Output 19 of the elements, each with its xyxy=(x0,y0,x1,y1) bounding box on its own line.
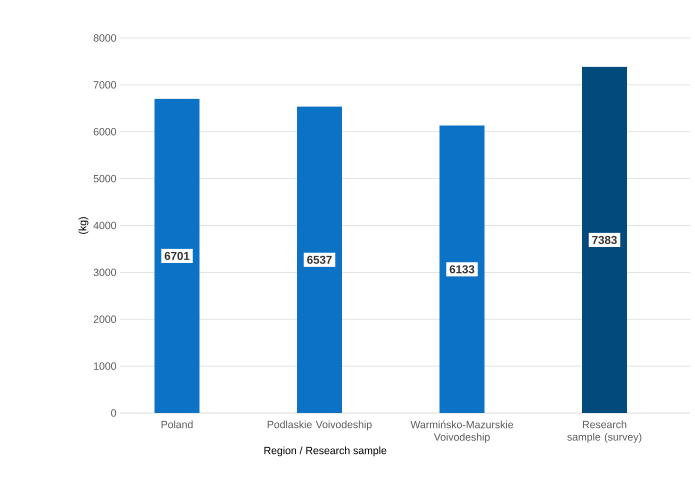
y-tick-label: 3000 xyxy=(94,268,116,276)
y-tick-label: 8000 xyxy=(94,34,116,42)
x-axis-title: Region / Research sample xyxy=(264,446,386,456)
x-tick-label: Warmińsko-Mazurskie Voivodeship xyxy=(410,420,514,443)
x-tick-label: Poland xyxy=(162,420,193,428)
data-label: 7383 xyxy=(592,236,617,244)
y-tick-label: 0 xyxy=(111,409,116,417)
y-tick-label: 5000 xyxy=(94,174,116,182)
data-label: 6537 xyxy=(307,256,332,264)
y-tick-label: 1000 xyxy=(94,362,116,370)
data-label: 6701 xyxy=(164,252,190,260)
y-tick-label: 6000 xyxy=(94,128,116,136)
data-label: 6133 xyxy=(450,265,474,274)
y-axis-title: (kg) xyxy=(78,217,88,234)
x-tick-label: Research sample (survey) xyxy=(567,420,642,443)
x-tick-label: Podlaskie Voivodeship xyxy=(268,420,372,430)
y-tick-label: 4000 xyxy=(93,222,116,230)
y-tick-label: 2000 xyxy=(94,316,116,323)
y-tick-label: 7000 xyxy=(94,81,116,89)
